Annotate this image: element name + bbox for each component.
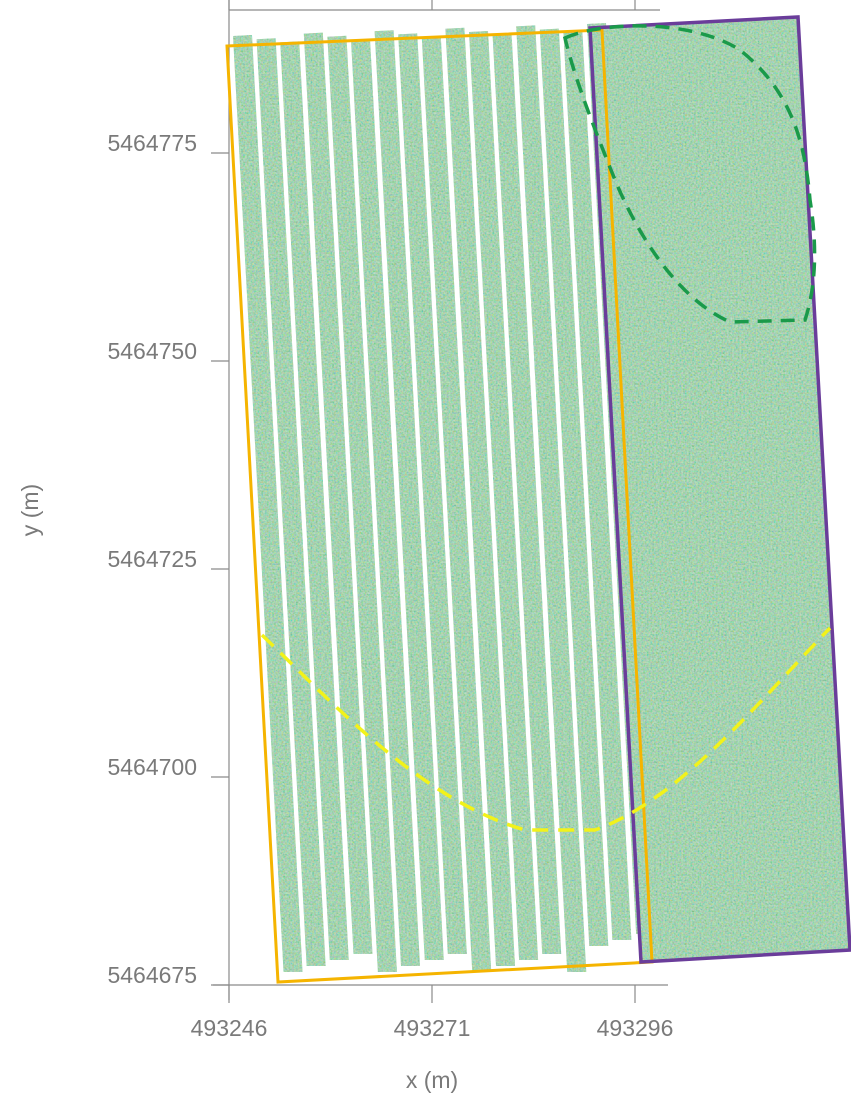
x-tick-label: 493246 bbox=[191, 1015, 268, 1041]
y-tick-label: 5464675 bbox=[107, 962, 197, 988]
green-zone bbox=[562, 24, 817, 324]
y-tick-label: 5464725 bbox=[107, 546, 197, 572]
purple-boundary bbox=[588, 15, 851, 964]
y-tick-label: 5464700 bbox=[107, 754, 197, 780]
y-tick-label: 5464750 bbox=[107, 338, 197, 364]
point-cloud bbox=[233, 17, 850, 973]
y-axis-label: y (m) bbox=[17, 484, 43, 536]
cloud-texture bbox=[233, 17, 850, 973]
yellow-zone bbox=[260, 626, 832, 832]
x-tick-label: 493296 bbox=[597, 1015, 674, 1041]
y-tick-label: 5464775 bbox=[107, 130, 197, 156]
axes bbox=[211, 0, 668, 1003]
x-axis-label: x (m) bbox=[406, 1067, 458, 1093]
x-tick-label: 493271 bbox=[394, 1015, 471, 1041]
